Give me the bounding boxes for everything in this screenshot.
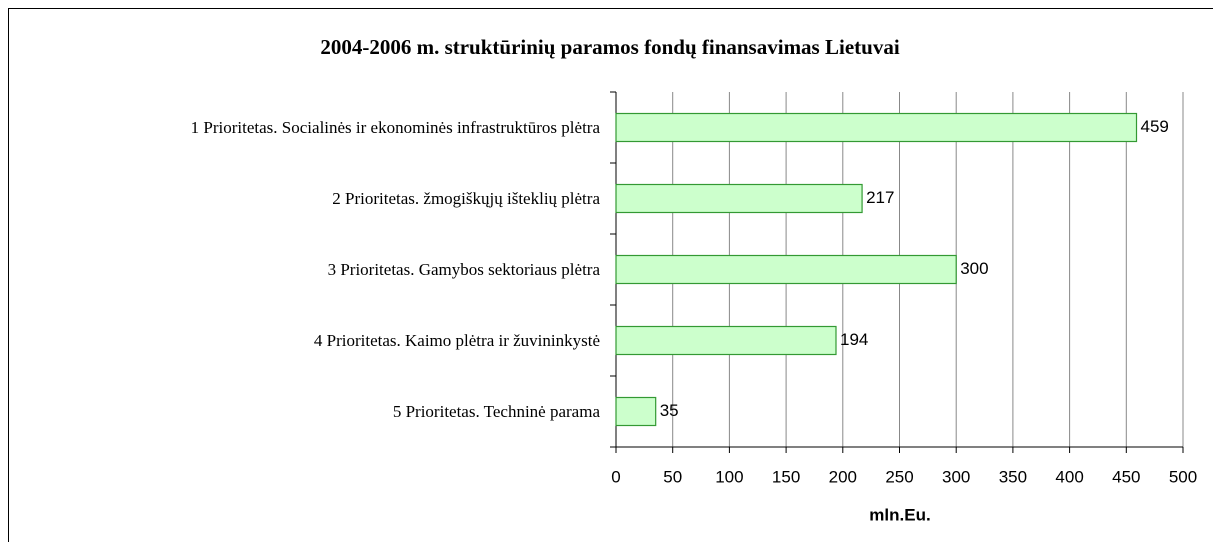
chart-title: 2004-2006 m. struktūrinių paramos fondų … — [320, 35, 899, 59]
y-tick-label: 1 Prioritetas. Socialinės ir ekonominės … — [190, 117, 600, 137]
value-label: 300 — [960, 259, 988, 278]
x-tick-label: 0 — [611, 467, 620, 486]
value-label: 217 — [866, 188, 894, 207]
x-tick-label: 100 — [715, 467, 743, 486]
bar — [615, 325, 837, 356]
x-tick-label: 500 — [1169, 467, 1197, 486]
category-label-box: 5 Prioritetas. Techninė parama — [20, 382, 600, 442]
x-tick-label: 50 — [663, 467, 682, 486]
category-label-box: 4 Prioritetas. Kaimo plėtra ir žuvininky… — [20, 311, 600, 371]
x-tick-label: 400 — [1055, 467, 1083, 486]
y-tick-label: 4 Prioritetas. Kaimo plėtra ir žuvininky… — [313, 330, 600, 350]
bar — [615, 396, 657, 427]
bar — [615, 112, 1138, 143]
x-axis-label: mln.Eu. — [869, 505, 930, 524]
category-label-box: 3 Prioritetas. Gamybos sektoriaus plėtra — [20, 240, 600, 300]
x-tick-label: 450 — [1112, 467, 1140, 486]
category-label-box: 2 Prioritetas. žmogiškųjų išteklių plėtr… — [20, 169, 600, 229]
y-tick-label: 3 Prioritetas. Gamybos sektoriaus plėtra — [327, 259, 600, 279]
y-tick-label: 5 Prioritetas. Techninė parama — [392, 401, 600, 421]
category-label-row: 2 Prioritetas. žmogiškųjų išteklių plėtr… — [20, 169, 600, 229]
bar — [615, 183, 863, 214]
category-label-box: 1 Prioritetas. Socialinės ir ekonominės … — [20, 98, 600, 158]
x-tick-label: 350 — [999, 467, 1027, 486]
chart-frame — [8, 8, 1213, 542]
category-label-row: 3 Prioritetas. Gamybos sektoriaus plėtra — [20, 240, 600, 300]
value-label: 459 — [1141, 117, 1169, 136]
category-label-row: 1 Prioritetas. Socialinės ir ekonominės … — [20, 98, 600, 158]
category-label-row: 5 Prioritetas. Techninė parama — [20, 382, 600, 442]
x-tick-label: 250 — [885, 467, 913, 486]
x-tick-label: 300 — [942, 467, 970, 486]
value-label: 35 — [660, 401, 679, 420]
x-tick-label: 200 — [829, 467, 857, 486]
category-label-row: 4 Prioritetas. Kaimo plėtra ir žuvininky… — [20, 311, 600, 371]
value-label: 194 — [840, 330, 868, 349]
y-tick-label: 2 Prioritetas. žmogiškųjų išteklių plėtr… — [332, 188, 600, 208]
bar — [615, 254, 957, 285]
x-tick-label: 150 — [772, 467, 800, 486]
